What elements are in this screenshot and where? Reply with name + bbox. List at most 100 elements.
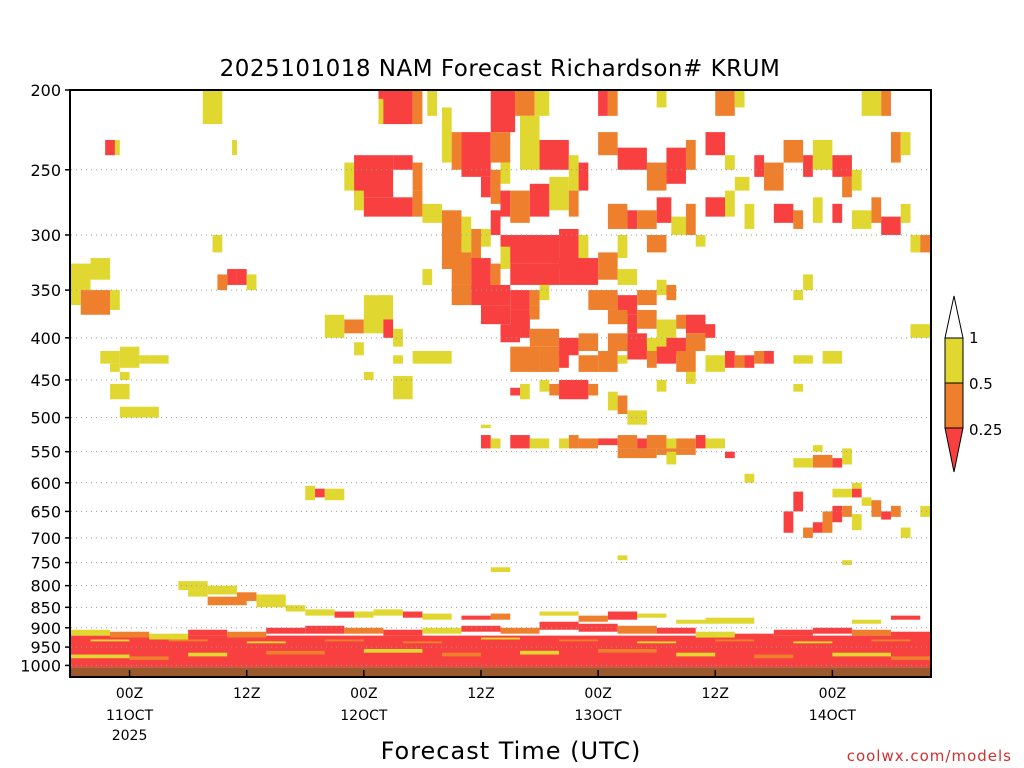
heat-cell: [832, 652, 891, 657]
y-tick-label: 1000: [20, 656, 61, 675]
heat-cell: [671, 216, 686, 235]
heat-cell: [559, 258, 599, 285]
x-axis: 00Z 11OCT 2025 12Z 00Z 12OCT 12Z 00Z 13OCT 12Z 00Z…: [106, 670, 856, 744]
heat-cell: [832, 505, 843, 523]
heat-cell: [515, 90, 535, 116]
heat-cell: [773, 629, 813, 636]
heat-cell: [149, 355, 169, 364]
heat-cell: [851, 514, 862, 531]
heat-cell: [480, 228, 491, 247]
heat-cell: [695, 234, 706, 247]
heat-cell: [500, 627, 540, 634]
legend: 1 0.5 0.25: [944, 295, 1002, 473]
heat-cell: [149, 633, 189, 640]
heat-cell: [812, 197, 823, 223]
heat-cell: [607, 203, 628, 229]
heat-cell: [471, 258, 491, 291]
heat-cell: [305, 625, 345, 634]
heat-cell: [393, 375, 413, 400]
heat-cell: [881, 511, 891, 520]
heat-cell: [617, 435, 638, 449]
heat-cell: [354, 190, 364, 211]
heat-cell: [71, 263, 91, 291]
heat-cell: [539, 621, 579, 630]
heat-cell: [578, 162, 589, 191]
heat-cell: [212, 234, 223, 253]
heat-cell: [656, 379, 667, 392]
heat-cell: [832, 203, 843, 223]
heat-cell: [500, 162, 511, 184]
heat-cell: [842, 454, 852, 465]
legend-label: 0.5: [969, 375, 993, 393]
heat-cell: [383, 319, 394, 338]
heat-cell: [578, 623, 618, 632]
y-tick-label: 750: [30, 554, 61, 573]
heat-cell: [803, 274, 813, 291]
heat-cell: [793, 491, 804, 512]
heat-cell: [676, 652, 716, 657]
y-tick-label: 200: [30, 81, 61, 100]
heat-cell: [725, 451, 735, 459]
heat-cell: [705, 617, 755, 624]
heat-cell: [871, 197, 882, 223]
heat-cell: [598, 350, 618, 372]
heat-cell: [373, 609, 403, 616]
heat-cell: [793, 355, 813, 364]
heat-cell: [266, 650, 325, 655]
heat-cell: [207, 585, 237, 595]
heat-cell: [378, 90, 413, 125]
y-tick-label: 450: [30, 371, 61, 390]
heat-cell: [842, 176, 852, 198]
heat-cell: [354, 342, 364, 356]
y-tick-label: 950: [30, 638, 61, 657]
heat-cell: [617, 625, 657, 634]
heat-cell: [549, 383, 560, 396]
heat-cell: [490, 132, 511, 163]
heat-cell: [725, 350, 735, 368]
heat-cell: [705, 132, 726, 156]
heat-cell: [471, 284, 511, 306]
heat-cell: [422, 203, 442, 223]
heat-cell: [422, 269, 433, 285]
heat-cell: [861, 497, 872, 506]
heat-cell: [744, 203, 755, 229]
heat-cell: [510, 387, 521, 396]
heat-cell: [793, 290, 804, 301]
heat-cell: [637, 290, 657, 306]
heat-cell: [578, 355, 599, 372]
heat-cell: [422, 613, 452, 620]
heat-cell: [559, 337, 579, 356]
heat-cell: [666, 284, 677, 301]
heat-cell: [598, 132, 618, 156]
y-tick-label: 500: [30, 409, 61, 428]
heat-cell: [285, 605, 306, 612]
heat-cell: [832, 458, 843, 468]
heat-cell: [890, 631, 930, 638]
heat-cell: [705, 438, 726, 449]
heat-cell: [412, 350, 452, 364]
heat-cell: [568, 190, 579, 217]
heat-cell: [188, 629, 228, 636]
heat-cell: [110, 290, 120, 310]
heat-cell: [851, 619, 882, 624]
heat-cell: [715, 639, 755, 642]
heat-cell: [520, 650, 560, 655]
heat-cell: [871, 639, 911, 642]
heat-cell: [520, 115, 540, 170]
heat-cell: [890, 505, 901, 517]
heat-cell: [607, 391, 618, 411]
heat-cell: [119, 346, 140, 368]
heat-cell: [451, 252, 472, 285]
heat-cell: [529, 328, 560, 347]
heat-cell: [617, 395, 628, 415]
heat-cell: [598, 90, 608, 116]
heat-cell: [559, 438, 569, 449]
heat-cell: [510, 346, 540, 372]
heat-cell: [851, 210, 872, 229]
heat-cell: [363, 319, 384, 334]
heat-cell: [80, 290, 111, 315]
heat-cell: [734, 355, 745, 368]
heat-cell: [617, 234, 628, 259]
heat-cell: [363, 648, 423, 653]
heat-cell: [666, 147, 686, 184]
